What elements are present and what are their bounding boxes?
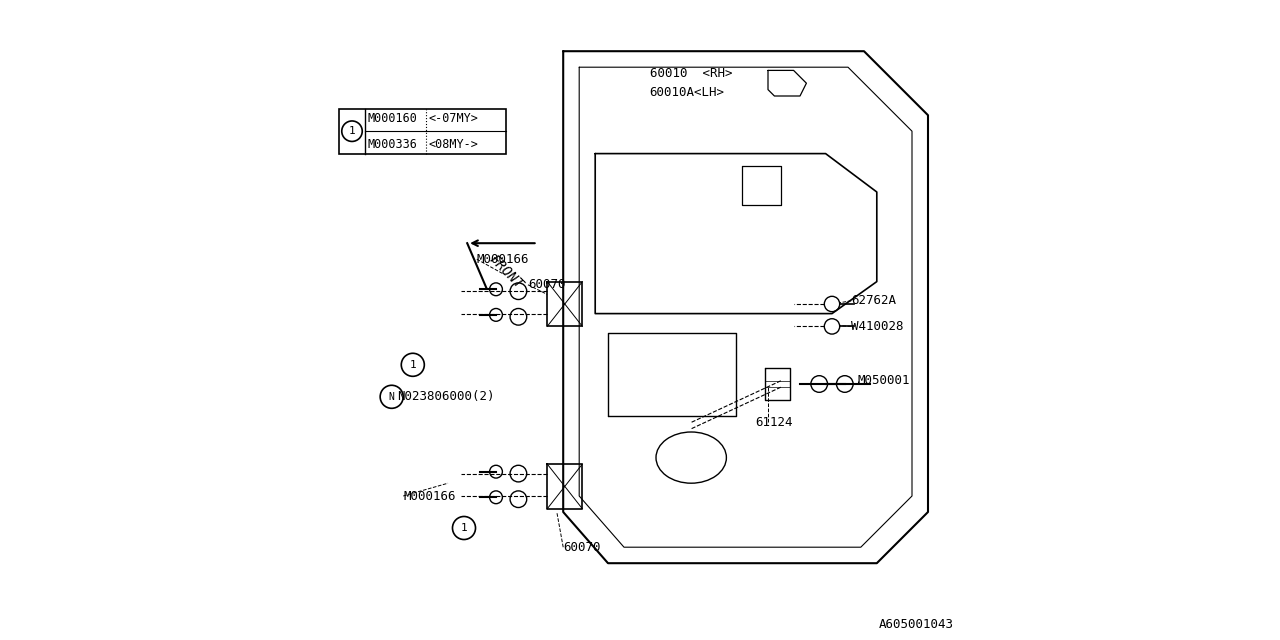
Text: <-07MY>: <-07MY> (429, 112, 479, 125)
Text: 1: 1 (410, 360, 416, 370)
Text: A605001043: A605001043 (878, 618, 954, 630)
Circle shape (812, 376, 828, 392)
Circle shape (509, 491, 527, 508)
Text: N: N (389, 392, 394, 402)
Text: N023806000(2): N023806000(2) (397, 390, 494, 403)
Text: 60010  <RH>: 60010 <RH> (650, 67, 732, 80)
Text: 1: 1 (461, 523, 467, 533)
Text: <08MY->: <08MY-> (429, 138, 479, 150)
Text: 60070: 60070 (529, 278, 566, 291)
Circle shape (490, 283, 502, 296)
Text: M000160: M000160 (369, 112, 417, 125)
Text: 60010A<LH>: 60010A<LH> (650, 86, 724, 99)
Text: 62762A: 62762A (851, 294, 896, 307)
Text: M000166: M000166 (477, 253, 530, 266)
Text: FRONT: FRONT (486, 252, 525, 292)
Circle shape (509, 465, 527, 482)
Text: M000336: M000336 (369, 138, 417, 150)
Circle shape (509, 283, 527, 300)
Text: 1: 1 (348, 126, 356, 136)
Circle shape (824, 296, 840, 312)
Circle shape (490, 491, 502, 504)
Circle shape (509, 308, 527, 325)
Circle shape (837, 376, 854, 392)
Circle shape (490, 308, 502, 321)
Text: M050001: M050001 (858, 374, 910, 387)
Text: 60070: 60070 (563, 541, 600, 554)
Text: W410028: W410028 (851, 320, 904, 333)
Text: 61124: 61124 (755, 416, 792, 429)
Circle shape (490, 465, 502, 478)
Text: M000166: M000166 (403, 490, 456, 502)
Circle shape (824, 319, 840, 334)
